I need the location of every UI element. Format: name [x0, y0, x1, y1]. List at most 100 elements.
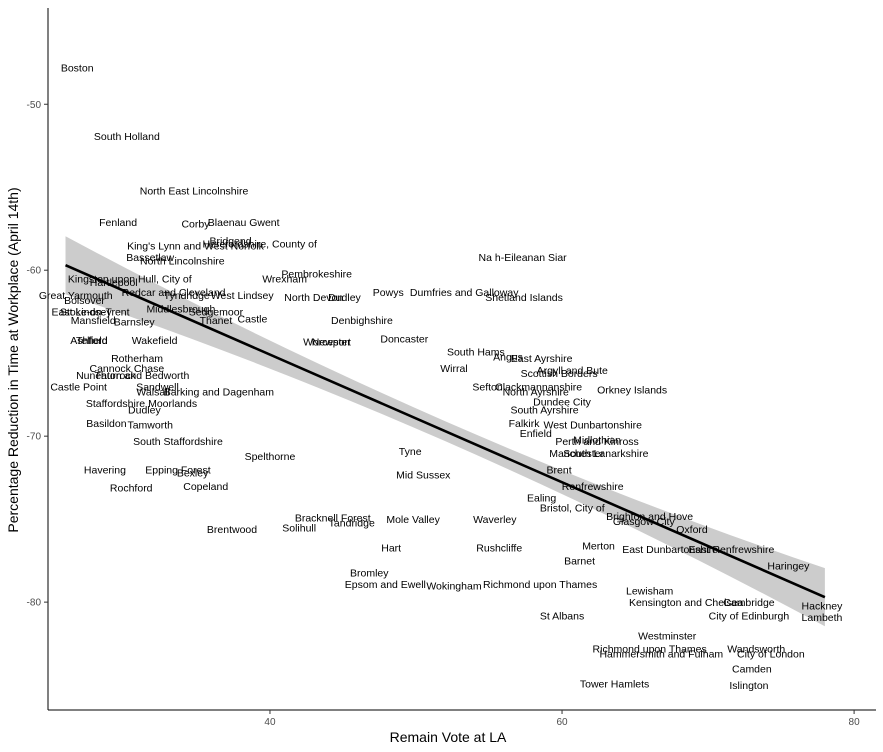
point-label: North Ayrshire — [503, 386, 569, 398]
point-label: Falkirk — [509, 418, 541, 430]
point-label: West Lindsey — [211, 290, 275, 302]
point-label: North Devon — [284, 292, 343, 304]
x-axis-title: Remain Vote at LA — [390, 729, 507, 745]
point-label: Telford — [76, 335, 108, 347]
point-label: Bridgend — [210, 235, 252, 247]
point-label: South Lanarkshire — [563, 448, 648, 460]
point-label: Doncaster — [380, 333, 428, 345]
point-label: Nuneaton and Bedworth — [76, 370, 189, 382]
axes: 40 60 80 -50 -60 -70 -80 — [27, 8, 876, 728]
y-tick-label: -50 — [27, 100, 42, 111]
point-label: Tyne — [399, 446, 422, 458]
point-label: Powys — [373, 287, 404, 299]
point-label: Shetland Islands — [485, 292, 563, 304]
y-axis-title: Percentage Reduction in Time at Workplac… — [5, 187, 21, 532]
point-label: Havering — [84, 464, 126, 476]
point-label: Ealing — [527, 493, 556, 505]
point-label: Blaenau Gwent — [208, 217, 280, 229]
point-label: Lewisham — [626, 586, 674, 598]
point-label: Great Yarmouth — [39, 290, 113, 302]
point-label: Epsom and Ewell — [345, 579, 426, 591]
point-label: Redcar and Cleveland — [122, 287, 226, 299]
point-label: Wandsworth — [727, 644, 785, 656]
point-label: Midlothian — [573, 434, 621, 446]
point-label: Richmond upon Thames — [593, 644, 707, 656]
point-label: Bristol, City of — [540, 503, 605, 515]
x-tick-label: 80 — [849, 717, 861, 728]
point-label: South Ayrshire — [510, 405, 578, 417]
point-label: Camden — [732, 664, 772, 676]
point-label: Castle — [238, 313, 268, 325]
y-tick-label: -70 — [27, 432, 42, 443]
point-label: East Renfrewshire — [689, 544, 775, 556]
point-label: Boston — [61, 63, 94, 75]
point-label: Rotherham — [111, 353, 163, 365]
point-label: Cambridge — [723, 597, 775, 609]
point-label: Sedgemoor — [189, 307, 244, 319]
point-label: St Albans — [540, 610, 584, 622]
point-label: Mansfield — [71, 315, 116, 327]
point-label: Basildon — [86, 418, 126, 430]
point-label: Barnet — [564, 556, 595, 568]
point-label: Haringey — [767, 561, 810, 573]
x-tick-label: 60 — [556, 717, 568, 728]
point-label: North East Lincolnshire — [140, 186, 249, 198]
point-label: Richmond upon Thames — [483, 579, 597, 591]
point-label: City of London — [737, 649, 805, 661]
point-label: East Ayrshire — [511, 353, 573, 365]
point-label: Westminster — [638, 630, 697, 642]
point-label: Perth and Kinross — [555, 436, 638, 448]
point-label: Oxford — [676, 524, 708, 536]
point-label: Mole Valley — [386, 514, 440, 526]
point-label: Tyndridge — [164, 290, 210, 302]
point-label: King's Lynn and West Norfolk — [127, 240, 265, 252]
point-label: Argyll and Bute — [537, 365, 608, 377]
point-label: Orkney Islands — [597, 385, 667, 397]
point-label: Newport — [312, 337, 351, 349]
point-label: Hart — [381, 542, 401, 554]
point-label: Walsall — [136, 386, 169, 398]
point-label: Kensington and Chelsea — [629, 597, 744, 609]
point-label: Bassetlaw — [126, 252, 174, 264]
point-label: Lambeth — [802, 612, 843, 624]
point-label: Na h-Eileanan Siar — [479, 252, 568, 264]
point-label: Dundee City — [533, 396, 592, 408]
point-label: Tandridge — [329, 517, 375, 529]
point-label: Barnsley — [114, 317, 156, 329]
point-labels: Boston South Holland North East Lincolnshi… — [39, 63, 843, 692]
point-label: Bracknell Forest — [295, 512, 371, 524]
point-label: Glasgow City — [613, 516, 676, 528]
point-label: Wrexham — [262, 274, 307, 286]
point-label: South Staffordshire — [133, 436, 223, 448]
point-label: Manchester — [549, 448, 604, 460]
point-label: Herefordshire, County of — [203, 239, 317, 251]
regression-line — [65, 264, 826, 599]
point-label: Rushcliffe — [476, 542, 522, 554]
point-label: Dumfries and Galloway — [410, 287, 519, 299]
point-label: Brent — [547, 464, 572, 476]
point-label: Staffordshire Moorlands — [86, 398, 197, 410]
point-label: Corby — [181, 219, 210, 231]
point-label: Sandwell — [136, 381, 179, 393]
point-label: Tower Hamlets — [580, 678, 649, 690]
point-label: Cannock Chase — [89, 363, 164, 375]
point-label: Sefton — [472, 381, 503, 393]
point-label: Spelthorne — [245, 451, 296, 463]
point-label: Barking and Dagenham — [164, 386, 275, 398]
point-label: Scottish Borders — [521, 368, 598, 380]
point-label: Angus — [493, 352, 523, 364]
point-label: Wirral — [440, 363, 467, 375]
point-label: Bromley — [350, 567, 389, 579]
point-label: Tamworth — [127, 420, 173, 432]
point-label: Castle Point — [50, 381, 107, 393]
point-label: Hackney — [802, 600, 844, 612]
point-label: Stoke-on-Trent — [60, 307, 130, 319]
point-label: Brentwood — [207, 524, 257, 536]
point-label: East Dunbartonshire — [622, 544, 718, 556]
point-label: Enfield — [520, 428, 552, 440]
point-label: Wokingham — [426, 581, 482, 593]
point-label: Ashfield — [70, 335, 108, 347]
point-label: Pembrokeshire — [281, 269, 352, 281]
point-label: Bolsover — [64, 295, 105, 307]
point-label: Epping Forest — [145, 464, 210, 476]
